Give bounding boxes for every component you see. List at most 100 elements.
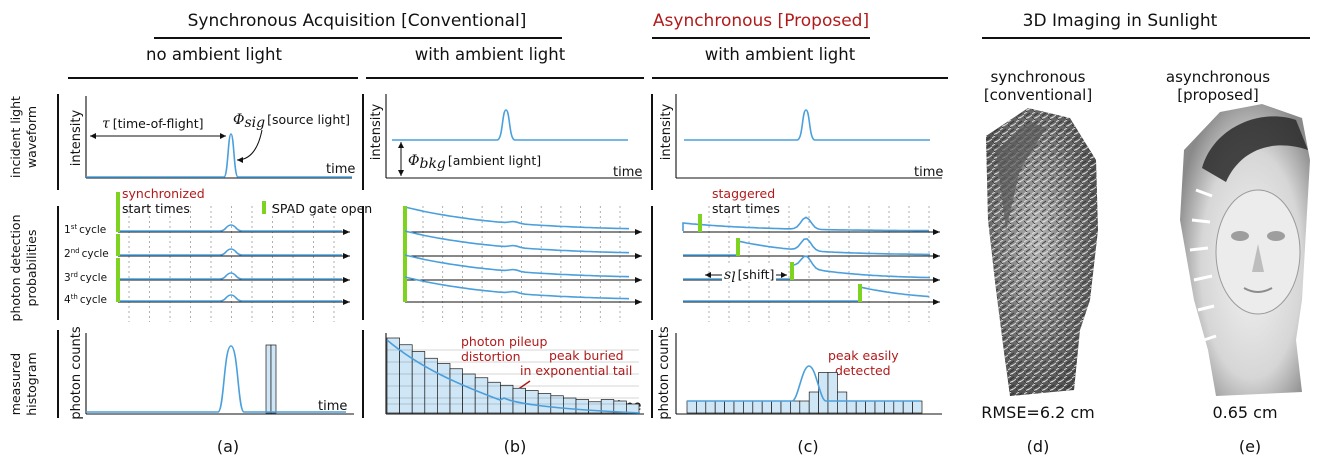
b-hist-bar-10 [512,387,526,414]
row-label-waveform-line2: waveform [24,106,39,168]
detection-curve-2 [683,237,930,256]
gate-open-bar-3 [790,262,794,280]
gate-open-bar-2 [736,238,740,256]
c-hist-bar-18 [855,400,866,414]
cycle-labels: 1st cycle 2nd cycle 3rd cycle 4th cycle [64,223,109,306]
a-tof-symbol: τ [102,116,110,132]
imaging-sync-label-1: synchronous [991,68,1086,86]
c-hist-bar-4 [724,400,735,414]
cycle-3-word: cycle [80,272,107,284]
imaging-sync-panel: synchronous [conventional] [984,68,1098,396]
cycle-1-sup: st [71,223,78,231]
cycle-1-word: cycle [79,224,106,236]
a-hist-bar-37 [270,344,277,414]
cycle-baseline-arrow-4 [343,299,350,305]
b-hist-bar-13 [550,395,564,414]
b-buried-label-2: in exponential tail [520,363,632,378]
c-hist-bar-5 [733,400,744,414]
gate-open-bar-1 [116,192,120,232]
c-hist-bar-21 [884,400,895,414]
b-hist-bar-5 [449,368,463,414]
panel-c-waveform: intensity time [659,94,943,180]
subheader-no-ambient: no ambient light [146,45,282,64]
cycle-2-sup: nd [71,247,80,255]
caption-d: (d) [1027,437,1050,456]
detection-curve-1 [118,224,342,232]
c-hist-bar-1 [696,400,707,414]
caption-e: (e) [1239,437,1261,456]
b-bkg-annotation: Φbkg [ambient light] [408,153,541,172]
c-pulse-curve [684,109,930,141]
row-label-detection-line2: probabilities [24,230,39,307]
a-sig-text: [source light] [267,112,350,127]
imaging-async-eye-right [1267,231,1285,241]
b-bkg-symbol: Φ [408,153,419,169]
c-hist-bar-6 [743,400,754,414]
panel-b-histogram: time photon pileup distortion peak burie… [385,333,644,415]
cycle-baseline-arrow-1 [635,229,642,235]
caption-b: (b) [504,437,527,456]
panel-c-histogram: photon counts peak easily detected [657,326,942,420]
cycle-baseline-arrow-1 [933,229,940,235]
caption-c: (c) [797,437,818,456]
b-pileup-label-2: distortion [461,349,521,364]
subheader-with-ambient-b: with ambient light [415,45,566,64]
detection-curve-1 [404,206,630,230]
cycle-1-num: 1 [64,224,71,236]
b-pulse-curve [392,109,628,141]
b-buried-label-1: peak buried [549,348,624,363]
cycle-label-2: 2nd cycle [64,247,109,260]
b-intensity-label: intensity [369,104,384,161]
panel-c-detection [682,206,940,322]
imaging-sync-shadow [996,122,1046,230]
detection-curve-3 [118,272,342,280]
c-hist-bar-12 [799,400,810,414]
cycle-4-num: 4 [64,294,71,306]
detection-curve-3 [683,255,931,280]
header-synchronous: Synchronous Acquisition [Conventional] [188,11,527,31]
c-intensity-label: intensity [659,104,674,161]
row-label-waveform-line1: incident light [8,96,23,178]
detection-curve-2 [118,248,342,256]
subheader-with-ambient-c: with ambient light [705,45,856,64]
gate-open-bar-1 [698,214,702,232]
c-hist-bar-9 [771,400,782,414]
imaging-rmse-async: 0.65 cm [1212,403,1277,422]
cycle-3-num: 3 [64,272,71,284]
cycle-4-sup: th [71,293,78,301]
row-label-histogram-line2: histogram [24,352,39,415]
c-shift-symbol: s [724,267,731,283]
cycle-label-3: 3rd cycle [64,271,107,284]
c-staggered-label: staggered [712,186,775,201]
b-hist-bar-14 [563,397,577,414]
gate-open-bar-3 [116,258,120,280]
detection-curve-3 [404,254,630,278]
c-hist-bar-3 [714,400,725,414]
a-tof-annotation: τ [time-of-flight] [102,116,203,132]
gate-open-bar-2 [403,232,407,256]
a-intensity-label: intensity [69,110,84,167]
a-sig-annotation: Φsig [source light] [233,112,350,131]
c-hist-bar-22 [893,400,904,414]
c-easily-label-2: detected [835,363,891,378]
imaging-async-label-2: [proposed] [1177,86,1259,104]
cycle-baseline-arrow-1 [343,229,350,235]
c-shift-label: sl [shift] [724,267,774,286]
row-label-detection: photon detection probabilities [8,215,39,322]
cycle-baseline-arrow-3 [343,277,350,283]
c-shift-text: [shift] [738,267,775,282]
panel-a-waveform: intensity time τ [time-of-flight] Φsig [so… [69,96,355,179]
row-label-detection-line1: photon detection [8,215,23,322]
c-photon-counts-label: photon counts [657,326,672,420]
cycle-baseline-arrow-4 [635,299,642,305]
c-shift-label-bg [722,266,776,282]
gate-open-bar-4 [858,284,862,302]
c-hist-bar-10 [780,400,791,414]
c-hist-bar-7 [752,400,763,414]
header-imaging: 3D Imaging in Sunlight [1023,11,1218,31]
b-hist-fit-curve [386,339,641,414]
c-hist-bar-2 [705,400,716,414]
a-pulse-curve [86,133,352,178]
imaging-async-streaks [1189,188,1217,342]
c-hist-bar-16 [837,391,848,414]
